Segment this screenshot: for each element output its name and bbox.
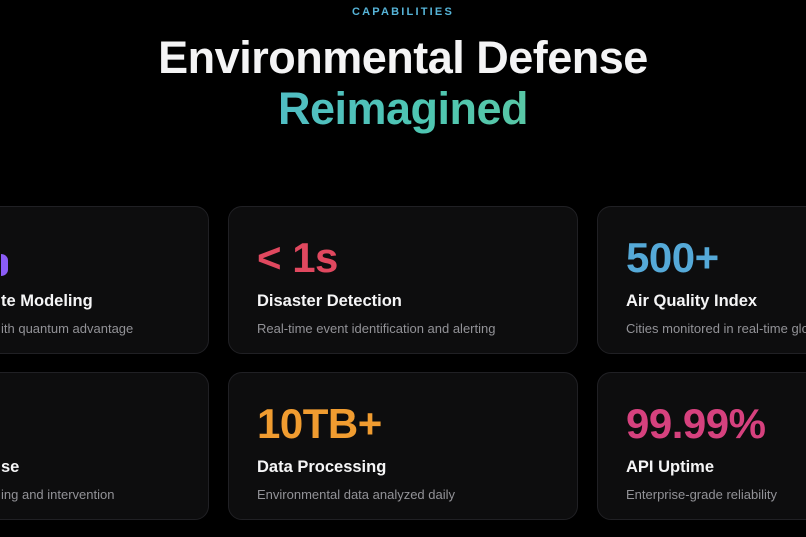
stat-description: ith quantum advantage — [1, 321, 134, 336]
stat-value: < 1s — [257, 234, 338, 281]
stat-card-response: se ing and intervention — [0, 372, 209, 520]
stat-card-disaster-detection: < 1s Disaster Detection Real-time event … — [228, 206, 578, 354]
stat-description: Environmental data analyzed daily — [257, 487, 456, 502]
stat-card-data-processing: 10TB+ Data Processing Environmental data… — [228, 372, 578, 520]
capabilities-header: CAPABILITIES Environmental Defense Reima… — [0, 6, 806, 134]
stat-value-clipped — [1, 231, 180, 285]
stat-value: 99.99% — [626, 400, 766, 447]
stat-card-climate-modeling: te Modeling ith quantum advantage — [0, 206, 209, 354]
stat-label: se — [1, 458, 20, 476]
page-title-line2: Reimagined — [0, 83, 806, 134]
stat-label: API Uptime — [626, 458, 715, 476]
stat-value-clipped — [1, 397, 180, 451]
stat-card-api-uptime: 99.99% API Uptime Enterprise-grade relia… — [597, 372, 806, 520]
stat-description: Real-time event identification and alert… — [257, 321, 496, 336]
stat-label: Data Processing — [257, 458, 387, 476]
stat-label: te Modeling — [1, 292, 93, 310]
stat-card-air-quality-index: 500+ Air Quality Index Cities monitored … — [597, 206, 806, 354]
stat-value: 500+ — [626, 234, 719, 281]
page-title-line1: Environmental Defense — [158, 32, 648, 83]
stat-description: Enterprise-grade reliability — [626, 487, 778, 502]
stat-label: Air Quality Index — [626, 292, 758, 310]
stat-description: Cities monitored in real-time globall — [626, 321, 806, 336]
clipped-purple-digit-fragment — [1, 254, 8, 276]
stat-value: 10TB+ — [257, 400, 382, 447]
stat-description: ing and intervention — [1, 487, 115, 502]
stats-grid: te Modeling ith quantum advantage < 1s D… — [0, 206, 806, 520]
page-title: Environmental Defense Reimagined — [0, 32, 806, 134]
section-eyebrow: CAPABILITIES — [352, 6, 454, 18]
stat-label: Disaster Detection — [257, 292, 402, 310]
